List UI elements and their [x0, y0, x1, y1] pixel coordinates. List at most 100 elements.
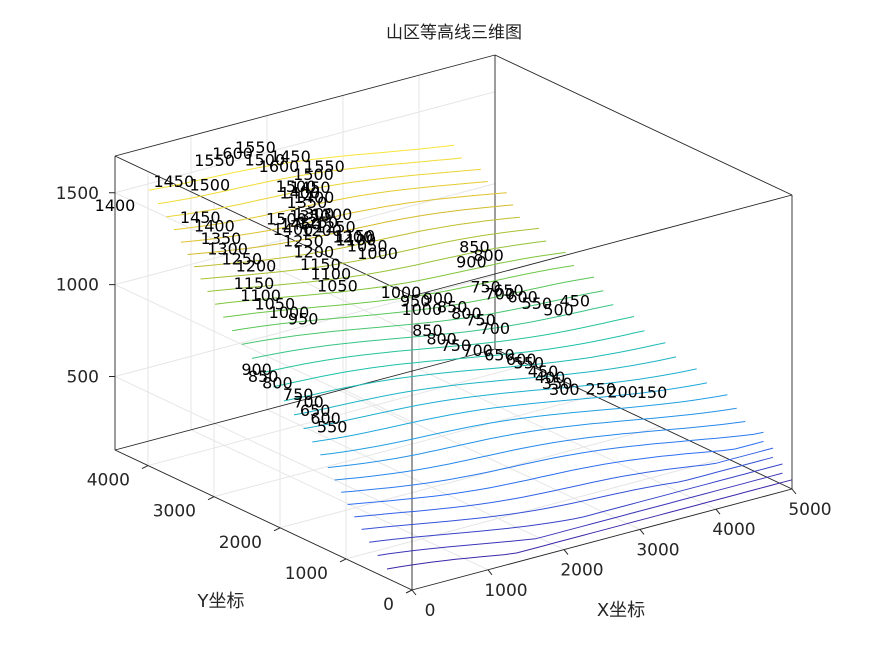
contour-value-label: 950: [288, 310, 319, 329]
contour-value-label: 1350: [287, 193, 328, 212]
contour-value-label: 1400: [279, 183, 320, 202]
contour-value-label: 850: [459, 237, 490, 256]
axes-box-edge: [494, 54, 793, 196]
contour-value-label: 400: [535, 368, 566, 387]
axes-box-edge: [114, 155, 413, 297]
y-tick-mark: [207, 496, 215, 501]
contour-lines: [148, 144, 793, 570]
x-tick-mark: [411, 589, 417, 596]
contour-value-label: 650: [493, 281, 524, 300]
contour-line: [334, 421, 746, 481]
contour-value-label: 450: [528, 362, 559, 381]
contour-value-label: 1100: [240, 286, 281, 305]
contour-value-label: 1600: [212, 144, 253, 163]
y-tick-label: 1000: [285, 564, 328, 584]
contour-value-label: 150: [637, 383, 668, 402]
floor-grid-line-y: [213, 395, 595, 498]
contour-line: [148, 144, 455, 191]
contour-value-label: 800: [451, 304, 482, 323]
contour-line: [200, 227, 539, 280]
contour-value-label: 750: [465, 311, 496, 330]
contour-value-label: 1550: [304, 157, 345, 176]
y-tick-mark: [273, 527, 281, 532]
contour-value-label: 750: [283, 385, 314, 404]
contour-value-label: 1300: [294, 205, 335, 224]
y-tick-mark: [339, 558, 347, 563]
x-tick-label: 2000: [560, 561, 603, 581]
contour-value-label: 750: [441, 336, 472, 355]
contour-value-label: 1200: [236, 256, 277, 275]
contour-value-label: 1500: [293, 165, 334, 184]
contour-value-label: 1450: [153, 172, 194, 191]
y-tick-label: 3000: [153, 502, 196, 522]
back-grid-line-z: [114, 91, 496, 194]
contour-value-label: 600: [507, 287, 538, 306]
y-tick-label: 0: [383, 595, 394, 615]
contour-line: [262, 316, 635, 374]
contour-line: [369, 463, 783, 543]
contour-line: [347, 440, 764, 505]
contour-value-label: 550: [522, 294, 553, 313]
contour-value-label: 1500: [244, 151, 285, 170]
x-tick-mark: [563, 549, 569, 555]
y-tick-label: 4000: [87, 471, 130, 491]
x-tick-mark: [487, 569, 493, 576]
contour-value-label: 800: [262, 373, 293, 392]
contour-value-label: 1000: [401, 300, 442, 319]
contour-value-label: 700: [462, 341, 493, 360]
contour-value-label: 1000: [269, 303, 310, 322]
contour-value-label: 950: [400, 291, 431, 310]
contour-line: [252, 304, 614, 359]
x-tick-mark: [791, 488, 797, 495]
axes-box-edge: [411, 194, 793, 297]
contour-value-label: 1150: [300, 255, 341, 274]
axes-box-edge: [114, 348, 496, 451]
side-grid-line-z: [114, 192, 413, 334]
contour-value-label: 1550: [194, 151, 235, 170]
contour-line: [354, 447, 774, 518]
floor-grid-line-x: [342, 388, 641, 530]
y-axis-label: Y坐标: [197, 591, 245, 612]
contour-value-label: 750: [470, 278, 501, 297]
back-grid-line-z: [114, 275, 496, 377]
x-tick-label: 3000: [636, 540, 679, 560]
contour-value-label: 1200: [293, 243, 334, 262]
contour-value-label: 1100: [310, 264, 351, 283]
contour-value-label: 1450: [270, 147, 311, 166]
contour-value-label: 1300: [312, 205, 353, 224]
contour-line: [241, 290, 604, 345]
contour-line: [293, 356, 677, 416]
contour-value-label: 1600: [259, 157, 300, 176]
contour-value-label: 1150: [234, 274, 275, 293]
contour-value-label: 900: [456, 253, 487, 272]
contour-value-label: 650: [300, 401, 331, 420]
floor-grid-line-x: [190, 429, 489, 571]
contour-value-label: 900: [241, 360, 272, 379]
contour-value-label: 1400: [194, 217, 235, 236]
contour-value-label: 1250: [297, 213, 338, 232]
contour-line: [377, 472, 783, 556]
contour-line: [157, 157, 462, 205]
y-tick-mark: [405, 589, 413, 594]
x-tick-label: 0: [425, 601, 436, 621]
contour-value-label: 350: [542, 374, 573, 393]
x-tick-label: 4000: [712, 520, 755, 540]
contour-value-label: 1550: [235, 138, 276, 157]
contour-line: [283, 342, 666, 402]
contour-line: [187, 204, 514, 255]
floor-grid-line-x: [266, 409, 565, 551]
contour-value-label: 1450: [290, 178, 331, 197]
axes-box-edge: [114, 54, 496, 157]
axes-box: [114, 54, 793, 591]
contour-line: [214, 251, 566, 305]
floor-grid-line-x: [418, 368, 717, 510]
side-grid-line-z: [114, 376, 413, 517]
contour-line: [341, 431, 764, 493]
contour-value-label: 200: [607, 382, 638, 401]
contour-value-label: 800: [473, 246, 504, 265]
contour-line: [273, 330, 645, 388]
contour-line: [166, 168, 482, 218]
contour-line: [232, 276, 595, 332]
